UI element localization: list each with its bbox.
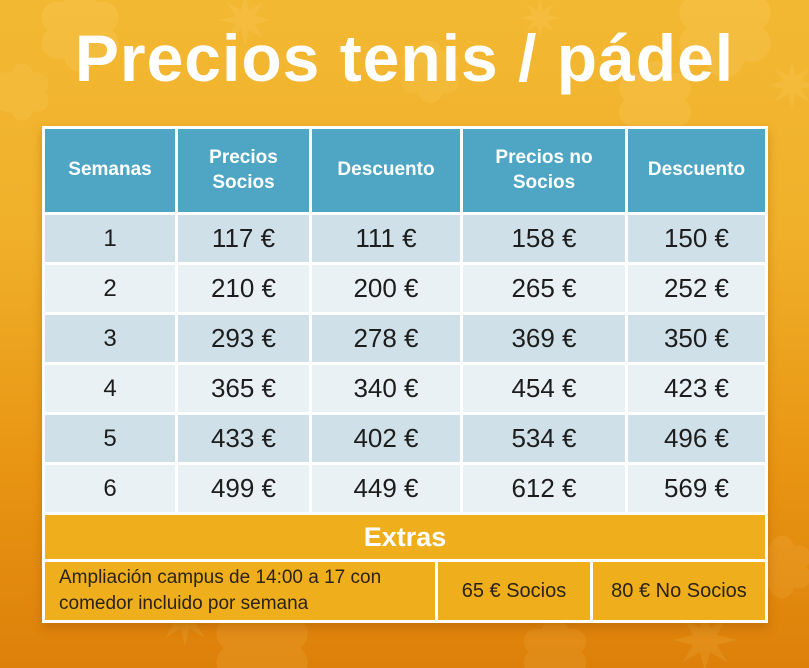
extras-detail-row: Ampliación campus de 14:00 a 17 con come… [45, 562, 765, 620]
extras-header: Extras [45, 515, 765, 559]
price-cell: 111 € [312, 215, 460, 262]
prices-table: Semanas Precios Socios Descuento Precios… [42, 126, 768, 623]
week-number-cell: 5 [45, 415, 175, 462]
header-cell-descuento-no-socios: Descuento [628, 129, 765, 212]
header-cell-precios-socios: Precios Socios [178, 129, 309, 212]
header-cell-precios-no-socios: Precios no Socios [463, 129, 625, 212]
table-row: 6 499 €449 €612 €569 € [45, 465, 765, 512]
price-cell: 265 € [463, 265, 625, 312]
header-cell-descuento-socios: Descuento [312, 129, 460, 212]
price-cell: 449 € [312, 465, 460, 512]
price-cell: 534 € [463, 415, 625, 462]
week-number-cell: 4 [45, 365, 175, 412]
price-cell: 369 € [463, 315, 625, 362]
price-cell: 350 € [628, 315, 765, 362]
table-row: 4 365 €340 €454 €423 € [45, 365, 765, 412]
extras-price-socios: 65 € Socios [438, 562, 590, 620]
price-cell: 499 € [178, 465, 309, 512]
price-cell: 158 € [463, 215, 625, 262]
table-body: 1 117 €111 €158 €150 €2 210 €200 €265 €252… [45, 215, 765, 512]
table-header-row: Semanas Precios Socios Descuento Precios… [45, 129, 765, 212]
price-cell: 117 € [178, 215, 309, 262]
page-title: Precios tenis / pádel [74, 21, 735, 95]
price-cell: 454 € [463, 365, 625, 412]
price-cell: 293 € [178, 315, 309, 362]
price-cell: 340 € [312, 365, 460, 412]
price-cell: 278 € [312, 315, 460, 362]
table-row: 2 210 €200 €265 €252 € [45, 265, 765, 312]
price-cell: 200 € [312, 265, 460, 312]
price-cell: 210 € [178, 265, 309, 312]
price-cell: 433 € [178, 415, 309, 462]
extras-description: Ampliación campus de 14:00 a 17 con come… [45, 562, 435, 620]
price-cell: 423 € [628, 365, 765, 412]
extras-header-label: Extras [363, 521, 447, 552]
table-row: 5 433 €402 €534 €496 € [45, 415, 765, 462]
price-cell: 496 € [628, 415, 765, 462]
price-cell: 150 € [628, 215, 765, 262]
week-number-cell: 1 [45, 215, 175, 262]
price-cell: 569 € [628, 465, 765, 512]
price-cell: 252 € [628, 265, 765, 312]
week-number-cell: 2 [45, 265, 175, 312]
price-cell: 612 € [463, 465, 625, 512]
extras-price-no-socios: 80 € No Socios [593, 562, 765, 620]
price-cell: 365 € [178, 365, 309, 412]
table-row: 3 293 €278 €369 €350 € [45, 315, 765, 362]
week-number-cell: 3 [45, 315, 175, 362]
price-cell: 402 € [312, 415, 460, 462]
header-cell-semanas: Semanas [45, 129, 175, 212]
table-row: 1 117 €111 €158 €150 € [45, 215, 765, 262]
week-number-cell: 6 [45, 465, 175, 512]
